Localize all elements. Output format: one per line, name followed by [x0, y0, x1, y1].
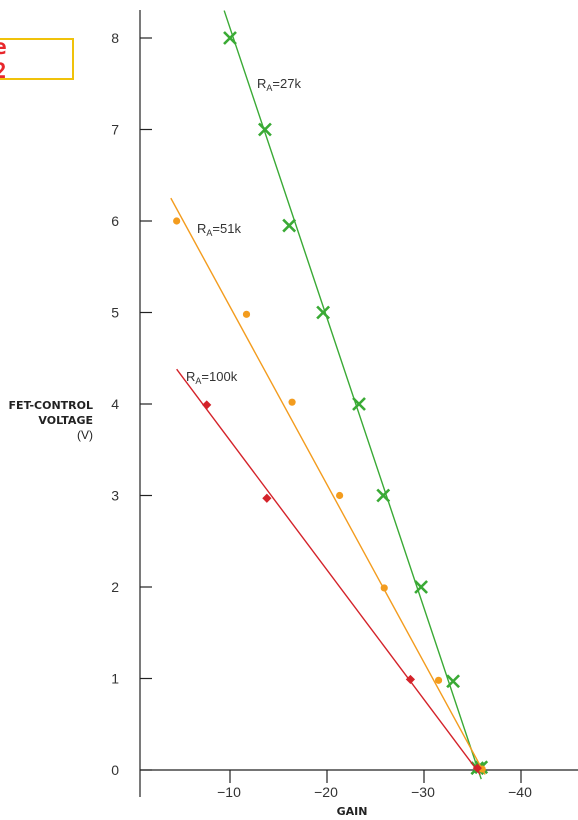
data-point-ra-27k [258, 122, 272, 137]
data-point-ra-27k [352, 397, 366, 411]
y-tick-label: 7 [111, 122, 119, 138]
x-axis-label: GAIN [337, 805, 368, 818]
y-axis-label-line1: FET-CONTROL [8, 399, 93, 412]
series-label-ra-51k: RA=51k [197, 221, 241, 238]
series-label-ra-100k: RA=100k [186, 369, 238, 386]
y-axis-label-line2: VOLTAGE [38, 414, 93, 427]
y-axis-label-unit: (V) [77, 428, 93, 442]
y-tick-label: 2 [111, 579, 119, 595]
data-point-ra-100k [202, 400, 212, 410]
data-point-ra-27k [376, 488, 391, 503]
data-point-ra-27k [446, 674, 461, 689]
data-point-ra-51k [380, 584, 388, 592]
data-point-ra-51k [173, 217, 181, 225]
y-tick-label: 3 [111, 488, 119, 504]
data-point-ra-100k [262, 493, 272, 503]
data-point-ra-51k [434, 676, 443, 684]
y-tick-label: 4 [111, 396, 119, 412]
data-point-ra-27k [282, 218, 297, 233]
data-point-ra-51k [336, 491, 344, 500]
y-tick-label: 8 [111, 30, 119, 46]
data-point-ra-27k [316, 305, 331, 320]
x-tick-label: −10 [217, 784, 241, 800]
fit-line-ra-27k [223, 10, 482, 780]
data-point-ra-51k [242, 310, 251, 318]
y-tick-label: 5 [111, 305, 119, 321]
data-point-ra-100k [472, 763, 482, 773]
x-tick-label: −30 [411, 784, 435, 800]
x-tick-label: −20 [314, 784, 338, 800]
x-tick-label: −40 [508, 784, 532, 800]
figure-label: e 2 [0, 35, 74, 83]
data-point-ra-27k [223, 31, 237, 45]
y-axis-label: FET-CONTROL VOLTAGE (V) [0, 398, 93, 443]
data-point-ra-100k [405, 674, 416, 685]
y-tick-label: 6 [111, 213, 119, 229]
data-point-ra-51k [288, 398, 296, 406]
y-tick-label: 0 [111, 762, 119, 778]
fit-line-ra-51k [170, 197, 486, 775]
y-tick-label: 1 [111, 671, 119, 687]
data-point-ra-27k [414, 580, 429, 594]
fit-line-ra-100k [176, 368, 481, 775]
series-label-ra-27k: RA=27k [257, 76, 301, 93]
